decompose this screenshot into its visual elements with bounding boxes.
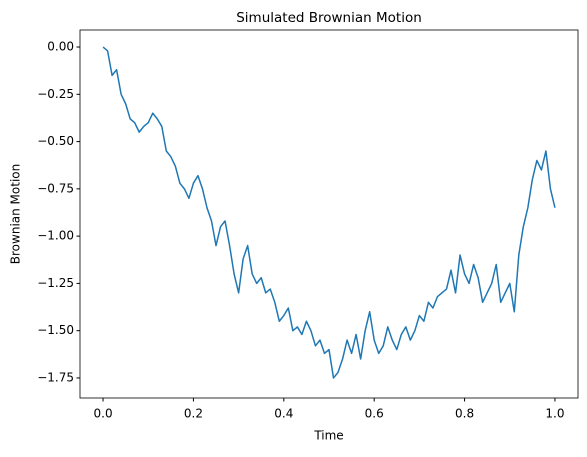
chart-title: Simulated Brownian Motion [236, 10, 422, 26]
plot-frame [79, 29, 579, 399]
y-tick-label: −0.75 [37, 181, 74, 195]
x-axis-label: Time [313, 429, 343, 443]
line [102, 46, 556, 379]
y-tick-label: −1.00 [37, 229, 74, 243]
x-tick-label: 0.2 [184, 407, 203, 421]
y-tick-label: −1.25 [37, 276, 74, 290]
x-tick-label: 0.4 [274, 407, 293, 421]
x-tick-label: 0.8 [455, 407, 474, 421]
y-tick-label: 0.00 [47, 40, 74, 54]
y-tick-label: −0.50 [37, 134, 74, 148]
x-tick-label: 0.0 [94, 407, 113, 421]
y-axis-label: Brownian Motion [9, 164, 23, 264]
x-tick-label: 0.6 [365, 407, 384, 421]
y-tick-label: −1.50 [37, 323, 74, 337]
y-tick-label: −1.75 [37, 370, 74, 384]
x-tick-label: 1.0 [545, 407, 564, 421]
y-tick-label: −0.25 [37, 87, 74, 101]
